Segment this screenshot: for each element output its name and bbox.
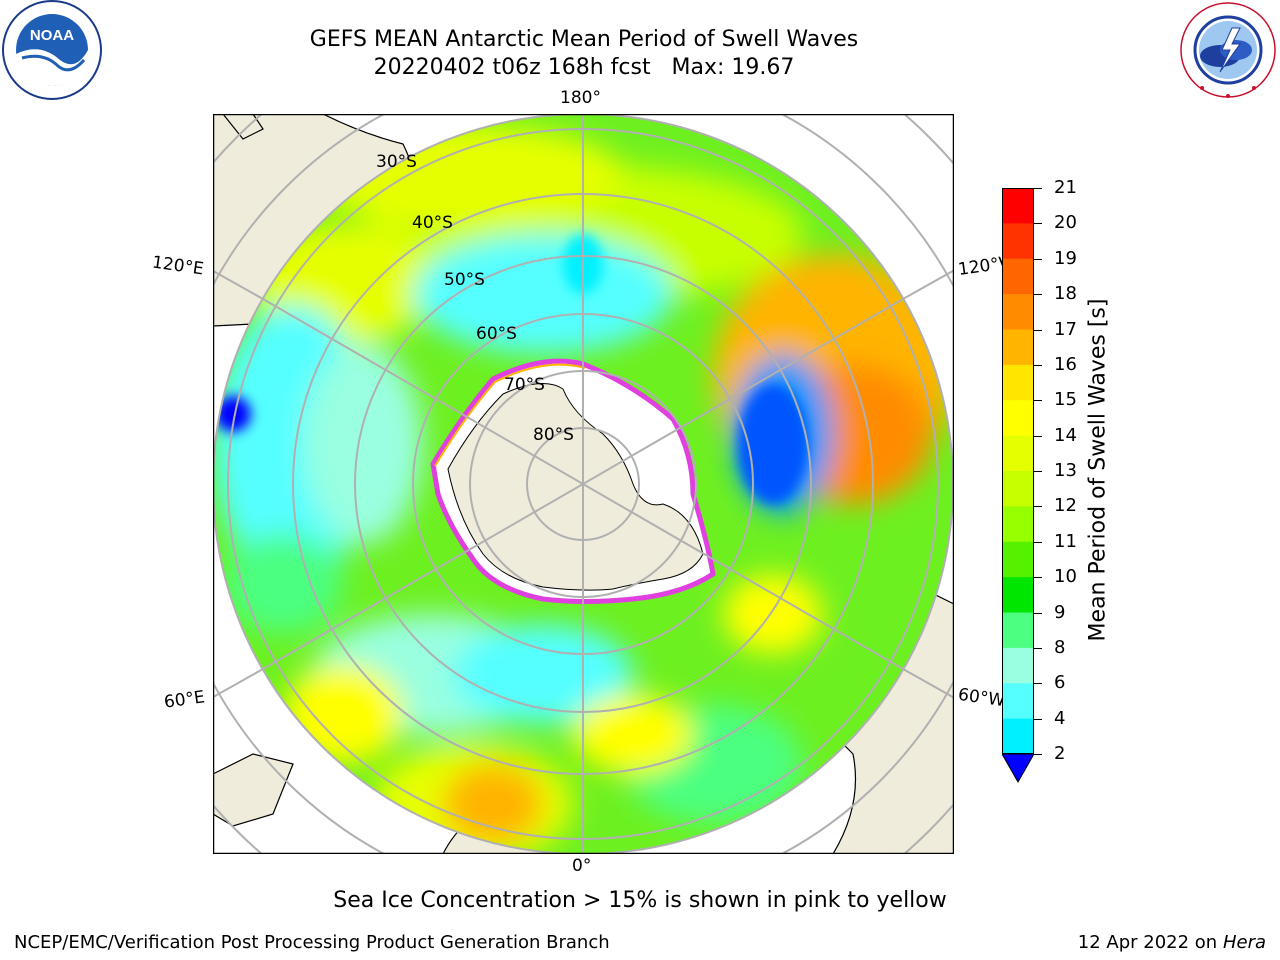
colorbar-tick-label: 10 — [1054, 566, 1077, 588]
colorbar-band — [1002, 541, 1034, 578]
sea-ice-caption: Sea Ice Concentration > 15% is shown in … — [333, 888, 947, 913]
colorbar-tick-label: 16 — [1054, 353, 1077, 375]
nws-logo — [1176, 0, 1280, 100]
colorbar-tick-mark — [1034, 400, 1042, 402]
colorbar-band — [1002, 471, 1034, 507]
lat-label-80s: 80°S — [533, 425, 574, 445]
colorbar-band — [1002, 647, 1034, 684]
colorbar-tick-mark — [1034, 718, 1042, 720]
colorbar-band — [1002, 718, 1034, 755]
colorbar-band — [1002, 258, 1034, 295]
footer-date: 12 Apr 2022 on Hera — [1078, 932, 1266, 953]
colorbar-tick-mark — [1034, 188, 1042, 189]
colorbar-tick-label: 8 — [1054, 636, 1066, 658]
colorbar-tick-label: 12 — [1054, 495, 1077, 517]
colorbar-band — [1002, 188, 1034, 224]
lat-label-60s: 60°S — [476, 324, 517, 344]
colorbar-band — [1002, 294, 1034, 330]
lon-label-180: 180° — [560, 88, 601, 108]
lon-label-0: 0° — [572, 856, 592, 876]
colorbar-band — [1002, 577, 1034, 613]
colorbar-tick-mark — [1034, 683, 1042, 685]
colorbar-tick-label: 14 — [1054, 424, 1077, 446]
colorbar-tick-label: 6 — [1054, 672, 1066, 694]
colorbar-tick-mark — [1034, 647, 1042, 649]
colorbar-tick-label: 21 — [1054, 177, 1077, 198]
colorbar-tick-label: 11 — [1054, 530, 1077, 552]
colorbar-tick-mark — [1034, 541, 1042, 543]
colorbar-tick-label: 19 — [1054, 247, 1077, 269]
colorbar-tick-mark — [1034, 435, 1042, 437]
lat-label-70s: 70°S — [504, 375, 545, 395]
colorbar-tick-label: 17 — [1054, 318, 1077, 340]
lat-label-40s: 40°S — [412, 213, 453, 233]
swell-period-field — [213, 114, 953, 854]
colorbar-band — [1002, 364, 1034, 401]
colorbar-tick-mark — [1034, 364, 1042, 366]
colorbar-band — [1002, 435, 1034, 472]
colorbar-tick-mark — [1034, 471, 1042, 472]
noaa-logo-text: NOAA — [30, 27, 74, 44]
lon-label-60w: 60°W — [956, 684, 1007, 712]
colorbar-tick-mark — [1034, 223, 1042, 225]
colorbar — [1001, 188, 1035, 784]
colorbar-tick-mark — [1034, 329, 1042, 331]
colorbar-tick-mark — [1034, 506, 1042, 508]
colorbar-extend-arrow — [1001, 753, 1035, 784]
colorbar-band — [1002, 683, 1034, 720]
colorbar-band — [1002, 400, 1034, 437]
colorbar-tick-label: 4 — [1054, 707, 1066, 729]
colorbar-band — [1002, 612, 1034, 649]
footer-credit: NCEP/EMC/Verification Post Processing Pr… — [14, 932, 610, 953]
lon-label-60e: 60°E — [162, 687, 207, 713]
colorbar-tick-label: 20 — [1054, 212, 1077, 234]
colorbar-label: Mean Period of Swell Waves [s] — [1085, 298, 1111, 642]
chart-title: GEFS MEAN Antarctic Mean Period of Swell… — [309, 27, 859, 52]
colorbar-tick-label: 15 — [1054, 389, 1077, 411]
footer-host: Hera — [1222, 932, 1266, 953]
colorbar-tick-label: 9 — [1054, 601, 1066, 623]
colorbar-tick-label: 13 — [1054, 460, 1077, 481]
colorbar-tick-mark — [1034, 258, 1042, 260]
colorbar-band — [1002, 506, 1034, 543]
colorbar-tick-label: 18 — [1054, 283, 1077, 305]
colorbar-tick-mark — [1034, 294, 1042, 296]
chart-subtitle: 20220402 t06z 168h fcst Max: 19.67 — [373, 55, 795, 80]
colorbar-tick-mark — [1034, 612, 1042, 614]
lon-label-120e: 120°E — [150, 252, 205, 280]
colorbar-band — [1002, 329, 1034, 366]
colorbar-tick-mark — [1034, 577, 1042, 579]
lat-label-50s: 50°S — [444, 270, 485, 290]
colorbar-band — [1002, 223, 1034, 260]
noaa-logo: NOAA — [0, 0, 104, 104]
footer-date-text: 12 Apr 2022 on — [1077, 932, 1223, 953]
colorbar-tick-mark — [1034, 754, 1042, 755]
polar-map — [212, 113, 955, 855]
colorbar-tick-label: 2 — [1054, 743, 1066, 764]
lat-label-30s: 30°S — [376, 152, 417, 172]
